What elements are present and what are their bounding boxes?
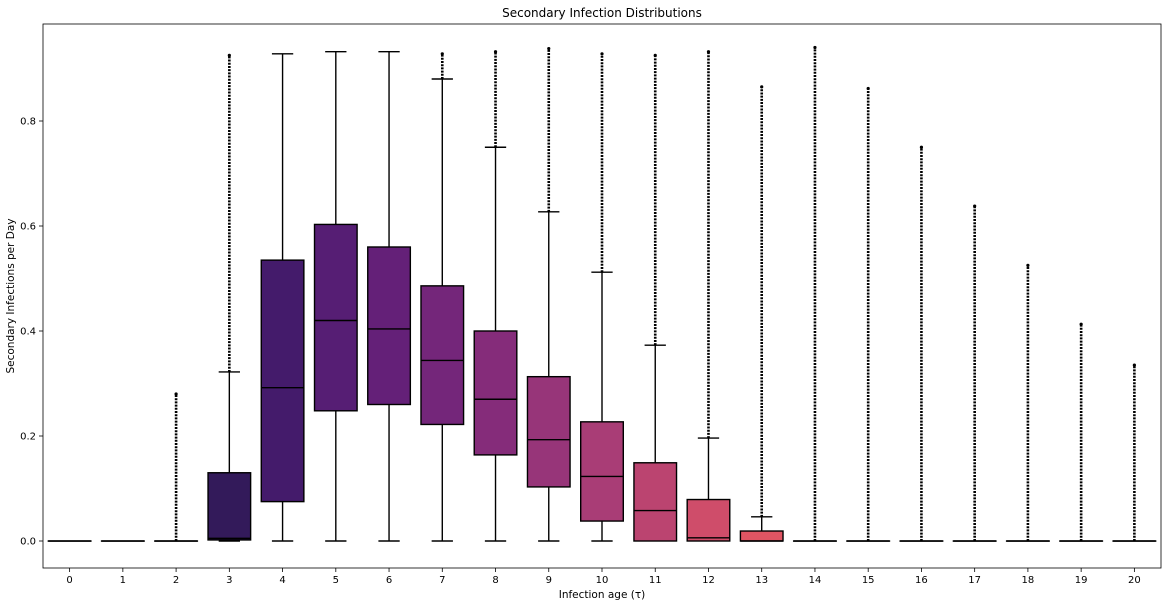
x-axis-label: Infection age (τ) <box>559 589 646 601</box>
x-tick-label: 14 <box>809 575 822 586</box>
box-body <box>207 472 252 541</box>
x-tick-label: 4 <box>279 575 285 586</box>
x-tick-label: 18 <box>1022 575 1035 586</box>
box-body <box>367 246 412 406</box>
outlier-point-max <box>440 52 444 56</box>
box-group <box>154 392 199 542</box>
x-tick-label: 3 <box>226 575 232 586</box>
x-tick-label: 11 <box>649 575 662 586</box>
outlier-point-max <box>1079 322 1083 326</box>
box-group <box>367 51 412 542</box>
y-axis: 0.0 0.2 0.4 0.6 0.8 <box>20 117 43 548</box>
outlier-point-max <box>866 86 870 91</box>
box-group <box>473 50 518 542</box>
x-tick-label: 5 <box>333 575 339 586</box>
x-tick-label: 20 <box>1128 575 1141 586</box>
outlier-point-max <box>653 53 657 57</box>
box-group <box>313 51 358 542</box>
box-body <box>313 223 358 412</box>
y-tick-label: 0.4 <box>20 327 36 338</box>
x-tick-label: 2 <box>173 575 179 586</box>
box-group <box>260 53 305 542</box>
box-body <box>420 285 465 426</box>
y-axis-label: Secondary Infections per Day <box>5 218 17 373</box>
outlier-point-max <box>973 204 977 208</box>
box-body <box>260 259 305 503</box>
x-tick-label: 10 <box>596 575 609 586</box>
box-group <box>846 86 891 542</box>
outlier-point-max <box>706 50 711 54</box>
boxes-layer <box>47 45 1157 542</box>
x-tick-label: 9 <box>546 575 552 586</box>
x-tick-label: 8 <box>492 575 498 586</box>
x-tick-label: 6 <box>386 575 392 586</box>
box-body <box>739 530 784 542</box>
outlier-point-max <box>760 85 764 89</box>
outlier-point-max <box>174 392 178 396</box>
box-group <box>633 53 678 542</box>
box-group <box>1005 263 1050 542</box>
outlier-point-max <box>547 46 551 51</box>
y-tick-label: 0.6 <box>20 222 36 233</box>
box-group <box>580 52 624 542</box>
box-group <box>899 145 944 542</box>
chart-title: Secondary Infection Distributions <box>502 6 702 20</box>
box-body <box>526 375 571 488</box>
box-body <box>580 421 624 522</box>
x-tick-label: 0 <box>66 575 72 586</box>
x-tick-label: 17 <box>968 575 981 586</box>
x-axis: 0 1 2 3 4 5 6 7 8 9 10 11 12 13 14 15 16 17 18 19 20 <box>66 568 1141 586</box>
box-body <box>473 330 518 456</box>
y-tick-label: 0.8 <box>20 117 36 128</box>
y-tick-label: 0.2 <box>20 432 36 443</box>
outlier-point-max <box>227 53 231 57</box>
x-tick-label: 15 <box>862 575 875 586</box>
x-tick-label: 13 <box>755 575 768 586</box>
x-tick-label: 7 <box>439 575 445 586</box>
outlier-point-max <box>1132 363 1136 367</box>
box-group <box>207 53 252 542</box>
box-group <box>686 50 731 542</box>
box-group <box>1059 322 1104 542</box>
box-body <box>633 462 678 542</box>
outlier-point-max <box>493 50 498 54</box>
x-tick-label: 1 <box>120 575 126 586</box>
box-group <box>739 85 784 542</box>
box-group <box>420 52 465 542</box>
x-tick-label: 16 <box>915 575 928 586</box>
y-tick-label: 0.0 <box>20 537 36 548</box>
x-tick-label: 19 <box>1075 575 1088 586</box>
outlier-point-max <box>600 52 604 56</box>
box-body <box>686 498 731 542</box>
box-group <box>1112 363 1157 542</box>
outlier-point-max <box>919 145 924 149</box>
box-group <box>792 45 837 542</box>
outlier-point-max <box>813 45 817 50</box>
x-tick-label: 12 <box>702 575 715 586</box>
box-group <box>952 204 997 542</box>
box-group <box>526 46 571 542</box>
outlier-point-max <box>1026 263 1030 267</box>
